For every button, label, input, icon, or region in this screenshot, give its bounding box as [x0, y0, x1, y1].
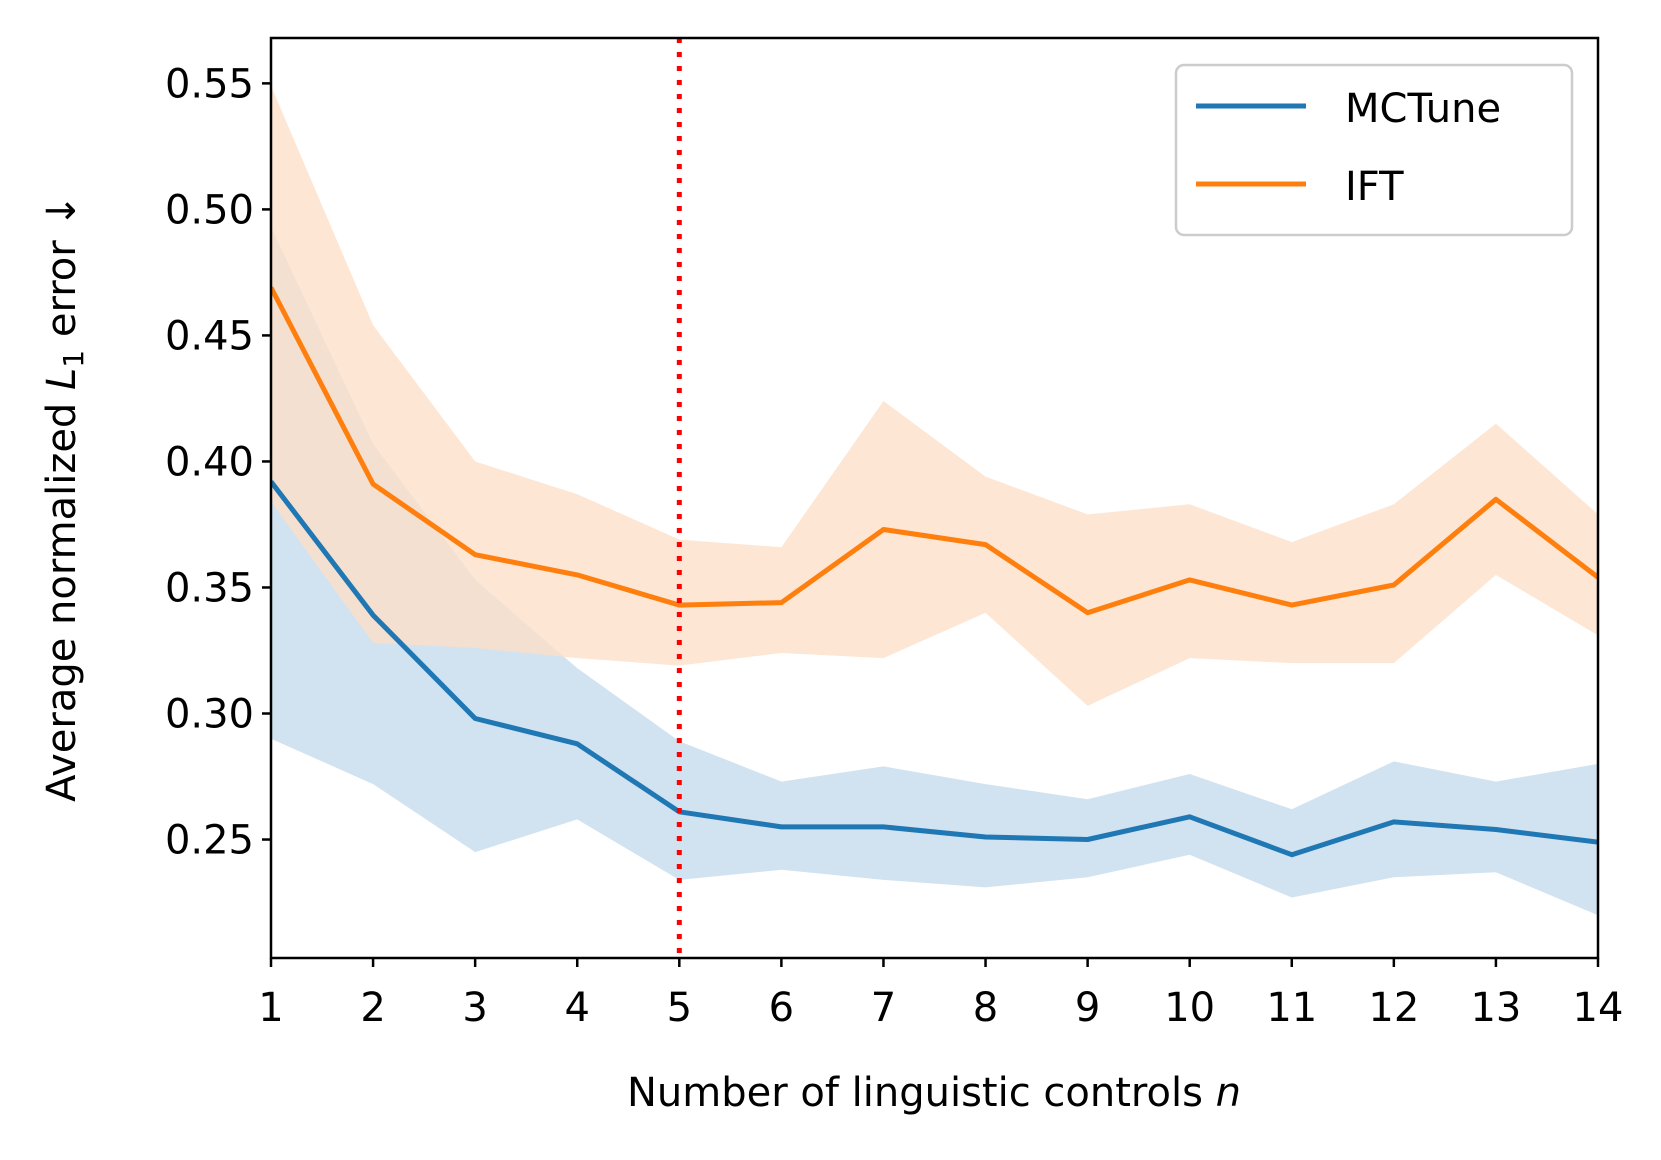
y-axis-label-var: L [39, 368, 85, 390]
x-axis-ticks: 1 2 3 4 5 6 7 8 9 10 11 12 13 14 [258, 958, 1623, 1031]
x-axis-label-main: Number of linguistic controls [627, 1070, 1216, 1116]
series-line-ift [271, 286, 1598, 616]
x-tick-label: 11 [1266, 985, 1317, 1031]
x-tick-label: 3 [462, 985, 487, 1031]
y-tick-label: 0.45 [165, 313, 254, 359]
series-lines [271, 286, 1598, 858]
x-tick-label: 12 [1368, 985, 1419, 1031]
confidence-band-mctune [271, 227, 1598, 916]
x-tick-label: 7 [871, 985, 896, 1031]
plot-frame [269, 36, 1600, 960]
x-tick-label: 4 [565, 985, 590, 1031]
y-axis-ticks: 0.25 0.30 0.35 0.40 0.45 0.50 0.55 [165, 61, 271, 864]
y-tick-label: 0.50 [165, 187, 254, 233]
x-axis-label: Number of linguistic controls n [627, 1070, 1241, 1116]
x-tick-label: 8 [973, 985, 998, 1031]
x-tick-label: 13 [1470, 985, 1521, 1031]
x-tick-label: 9 [1075, 985, 1100, 1031]
x-tick-label: 1 [258, 985, 283, 1031]
legend-label-mctune: MCTune [1345, 86, 1501, 132]
legend: MCTune IFT [1174, 63, 1574, 237]
series-line-mctune [271, 480, 1598, 858]
confidence-bands [271, 85, 1598, 916]
y-tick-label: 0.55 [165, 61, 254, 107]
y-tick-label: 0.35 [165, 565, 254, 611]
confidence-band-ift [271, 85, 1598, 706]
x-tick-label: 6 [769, 985, 794, 1031]
y-axis-label-subscript: 1 [57, 350, 90, 368]
x-tick-label: 5 [667, 985, 692, 1031]
y-axis-label-main: Average normalized [39, 390, 85, 802]
x-axis-label-var: n [1216, 1070, 1241, 1116]
y-axis-label-tail: error ↓ [39, 194, 85, 350]
x-tick-label: 10 [1164, 985, 1215, 1031]
x-tick-label: 14 [1573, 985, 1624, 1031]
y-tick-label: 0.30 [165, 692, 254, 738]
y-tick-label: 0.25 [165, 818, 254, 864]
y-tick-label: 0.40 [165, 439, 254, 485]
x-tick-label: 2 [360, 985, 385, 1031]
y-axis-label: Average normalized L1 error ↓ [39, 194, 90, 802]
legend-label-ift: IFT [1345, 164, 1404, 210]
